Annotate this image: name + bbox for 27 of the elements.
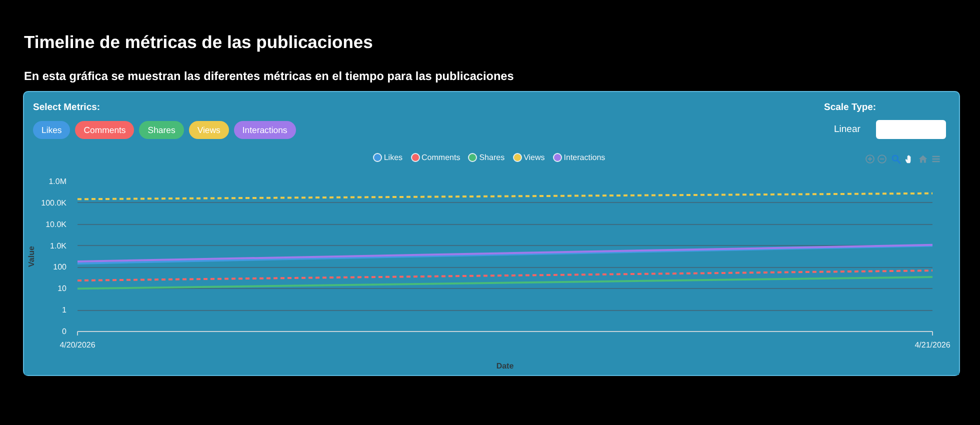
metric-toggle-button: Shares	[139, 121, 184, 139]
x-tick-label: 4/20/2026	[60, 340, 96, 350]
chart-title: Timeline de métricas de las publicaciones	[24, 32, 373, 53]
metric-toggle-button: Comments	[75, 121, 134, 139]
y-tick-label: 1	[62, 306, 68, 315]
chart-subtitle: En esta gráfica se muestran las diferentes métricas en el tiempo para las publicaciones	[24, 69, 514, 83]
y-axis-title: Value	[27, 246, 36, 267]
x-axis-title: Date	[496, 362, 514, 370]
text: Select Metrics:	[33, 102, 100, 113]
y-tick-label: 10	[58, 284, 68, 294]
legend-label: Views	[524, 152, 545, 162]
y-tick-label: 1.0K	[50, 241, 68, 250]
y-tick-label: 100	[53, 262, 68, 272]
text: Linear	[834, 124, 860, 135]
y-tick-label: 10.0K	[46, 220, 68, 229]
y-tick-label: 1.0M	[48, 177, 67, 186]
metric-toggle-button: Views	[188, 121, 229, 139]
text: Scale Type:	[824, 102, 876, 113]
legend-label: Interactions	[564, 152, 606, 162]
legend-label: Comments	[422, 152, 460, 162]
legend-label: Likes	[384, 152, 403, 162]
x-tick-label: 4/21/2026	[914, 340, 951, 350]
y-tick-label: 0	[62, 327, 68, 336]
metric-toggle-button: Interactions	[234, 121, 296, 139]
legend-label: Shares	[479, 152, 505, 162]
y-tick-label: 100.0K	[41, 198, 68, 208]
metric-toggle-button: Likes	[33, 121, 70, 139]
